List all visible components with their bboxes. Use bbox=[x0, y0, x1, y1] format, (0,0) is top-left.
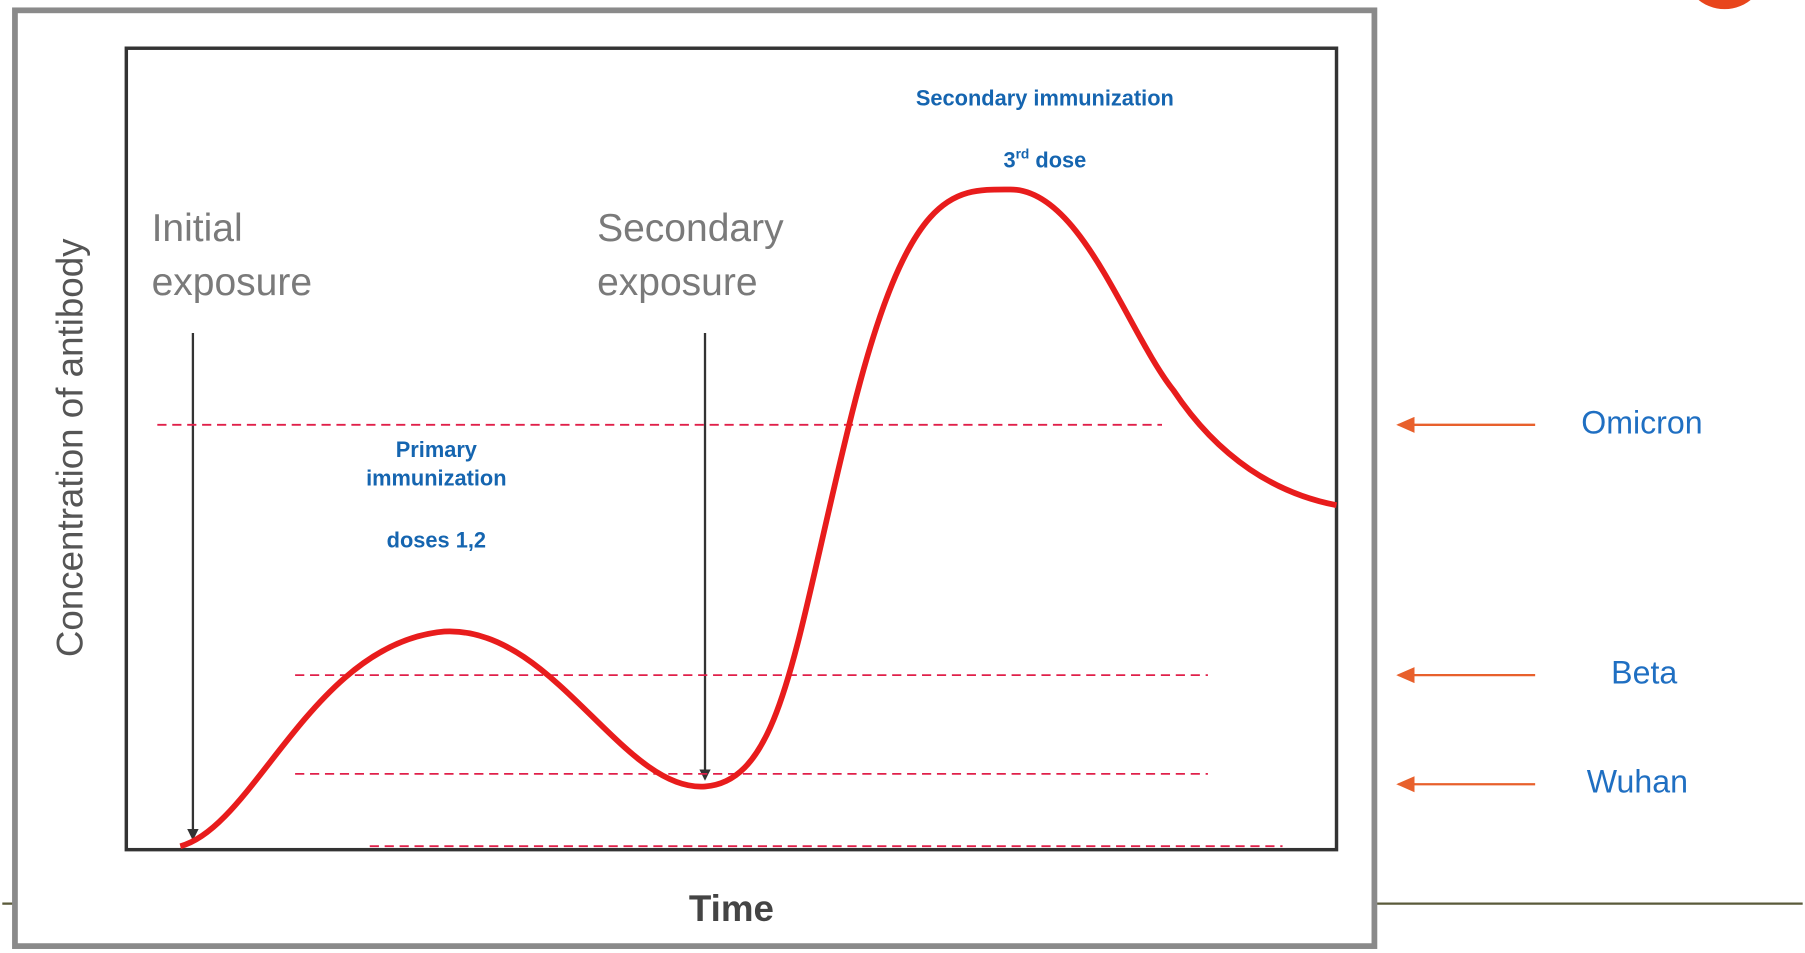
variant-label: Wuhan bbox=[1587, 764, 1688, 800]
annotation: Secondary bbox=[597, 207, 784, 250]
annotation: 3rd dose bbox=[1003, 146, 1086, 172]
annotation: immunization bbox=[366, 466, 506, 491]
annotation: Initial bbox=[152, 207, 243, 250]
logo-circle bbox=[1698, 0, 1751, 10]
annotation: exposure bbox=[597, 261, 758, 304]
annotation-part: 3 bbox=[1003, 148, 1015, 173]
annotation: Secondary immunization bbox=[916, 86, 1174, 111]
variant-label: Beta bbox=[1611, 655, 1677, 691]
annotation-part: rd bbox=[1016, 146, 1030, 161]
annotation: doses 1,2 bbox=[387, 528, 486, 553]
annotation: Primary bbox=[396, 437, 477, 462]
variant-arrows bbox=[1396, 416, 1536, 793]
figure-frame bbox=[12, 7, 1378, 949]
annotation: exposure bbox=[152, 261, 313, 304]
y-axis-label: Concentration of antibody bbox=[50, 238, 91, 657]
annotation-part: dose bbox=[1029, 148, 1086, 173]
antibody-curve bbox=[179, 186, 1338, 849]
threshold-lines bbox=[157, 423, 1283, 848]
variant-label: Omicron bbox=[1581, 404, 1702, 440]
x-axis-label: Time bbox=[689, 888, 774, 929]
plot-box bbox=[124, 46, 1339, 852]
